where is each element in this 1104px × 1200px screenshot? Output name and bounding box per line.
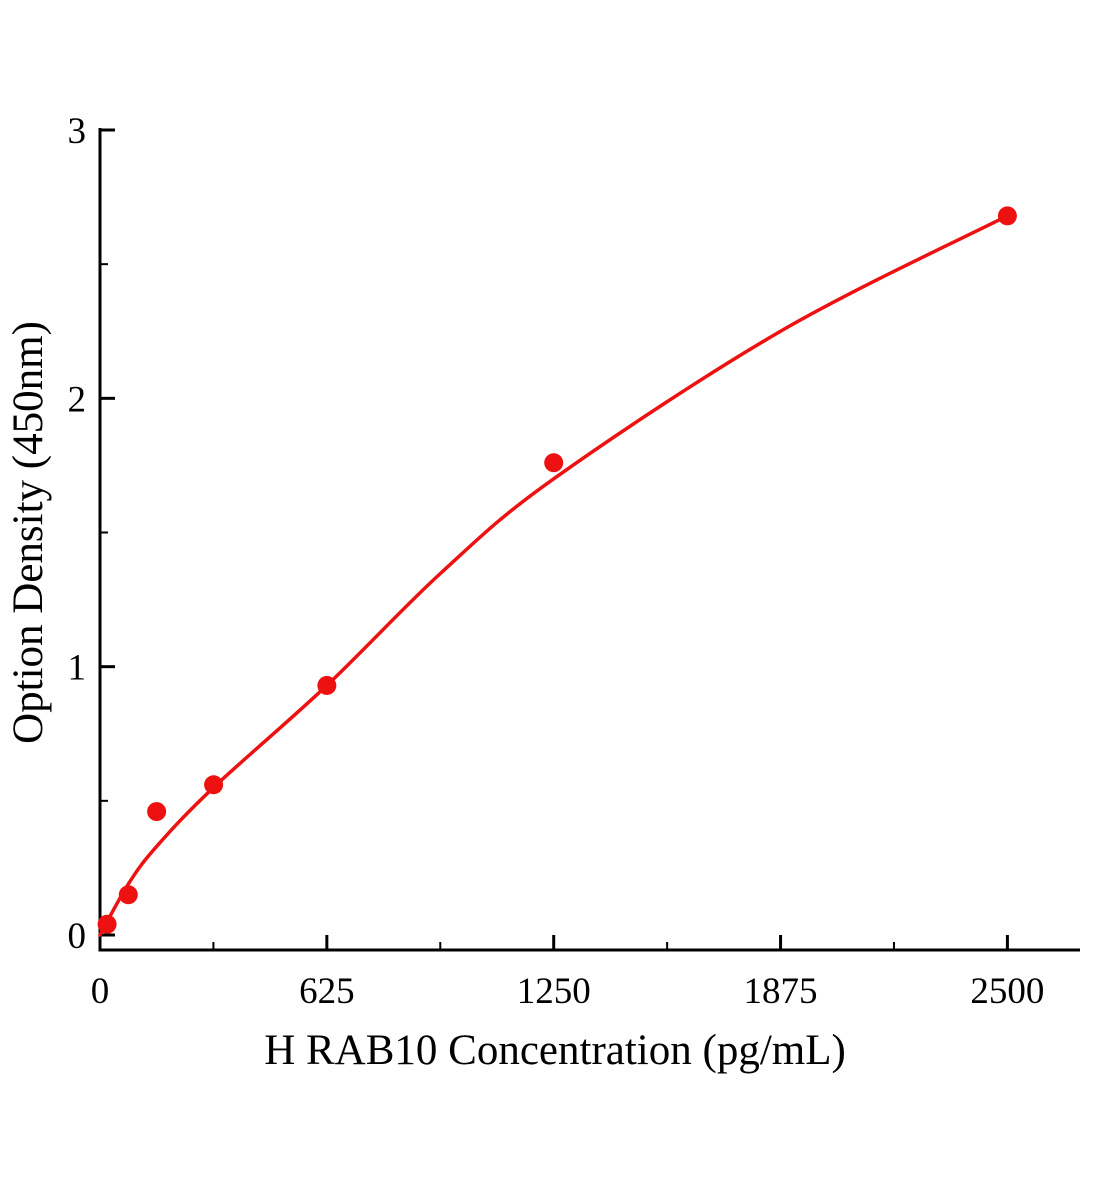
data-point — [118, 885, 138, 905]
data-point — [317, 675, 337, 695]
x-tick-label: 1250 — [517, 971, 591, 1012]
x-axis-title: H RAB10 Concentration (pg/mL) — [264, 1027, 846, 1074]
data-point — [544, 453, 564, 473]
data-point — [204, 775, 224, 795]
x-tick-label: 625 — [299, 971, 355, 1012]
y-axis-title: Option Density (450nm) — [5, 321, 52, 744]
x-tick-label: 1875 — [744, 971, 818, 1012]
y-tick-label: 3 — [68, 111, 87, 152]
y-tick-label: 1 — [68, 648, 87, 689]
data-point — [997, 206, 1017, 226]
x-tick-label: 0 — [91, 971, 110, 1012]
y-tick-label: 0 — [68, 916, 87, 957]
x-tick-label: 2500 — [970, 971, 1044, 1012]
fit-curve — [98, 214, 1010, 937]
data-point — [97, 914, 117, 934]
data-point — [147, 802, 167, 822]
y-tick-label: 2 — [68, 379, 87, 420]
